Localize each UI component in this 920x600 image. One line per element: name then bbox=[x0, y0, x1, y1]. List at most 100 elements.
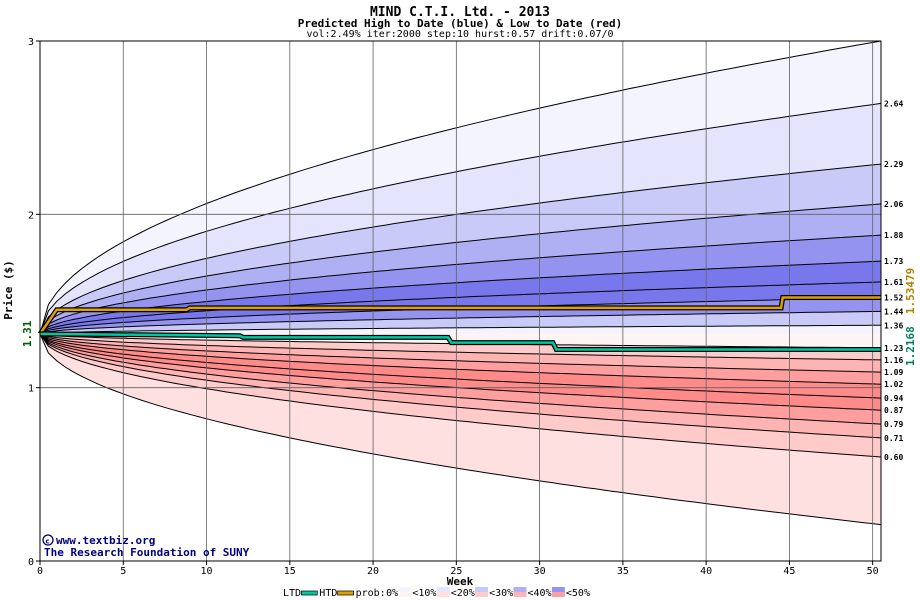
curve-end-label: 1.16 bbox=[884, 356, 903, 365]
red-band bbox=[40, 333, 881, 425]
curve-end-label: 1.02 bbox=[884, 380, 903, 389]
legend-swatch-red bbox=[398, 592, 412, 597]
curve-end-label: 1.61 bbox=[884, 278, 903, 287]
y-axis-ticks: 0 1 2 3 bbox=[28, 37, 40, 568]
lower-percentile-line bbox=[39, 333, 882, 399]
chart-params: vol:2.49% iter:2000 step:10 hurst:0.57 d… bbox=[306, 29, 613, 40]
red-band bbox=[40, 333, 881, 385]
lower-percentile-line bbox=[39, 333, 882, 373]
y-tick-label: 3 bbox=[28, 37, 34, 48]
y-axis-label: Price ($) bbox=[2, 260, 15, 320]
red-band bbox=[40, 333, 881, 438]
lower-percentile-line bbox=[39, 333, 882, 439]
x-tick-label: 5 bbox=[120, 566, 126, 577]
legend-swatch-red bbox=[475, 592, 489, 597]
blue-band bbox=[40, 261, 881, 334]
grid bbox=[40, 41, 881, 561]
legend-prob-item: <40% bbox=[528, 588, 552, 599]
lower-percentile-line bbox=[39, 333, 882, 361]
upper-percentile-line bbox=[39, 281, 882, 335]
curve-end-label: 0.94 bbox=[884, 394, 903, 403]
x-tick-label: 35 bbox=[617, 566, 629, 577]
curve-end-label: 0.60 bbox=[884, 453, 903, 462]
legend-swatch-red bbox=[436, 592, 450, 597]
red-band bbox=[40, 333, 881, 411]
y-tick-label: 1 bbox=[28, 384, 34, 395]
x-tick-label: 10 bbox=[201, 566, 213, 577]
legend-prob-item: <20% bbox=[451, 588, 475, 599]
upper-percentile-line bbox=[39, 203, 882, 335]
legend-swatch-red bbox=[551, 592, 565, 597]
blue-band bbox=[40, 103, 881, 334]
below-band bbox=[40, 333, 881, 561]
red-band bbox=[40, 333, 881, 457]
x-tick-label: 25 bbox=[450, 566, 462, 577]
legend-swatch-blue bbox=[398, 587, 412, 592]
legend-prob-item: 0% bbox=[386, 588, 398, 599]
curve-end-label: 0.87 bbox=[884, 406, 903, 415]
htd-value-label: 1.53479 bbox=[904, 268, 917, 314]
credit: c www.textbiz.org The Research Foundatio… bbox=[42, 534, 250, 559]
legend-htd-label: HTD bbox=[319, 588, 337, 599]
legend: LTD HTD prob: 0% <10% <20% <30% <40% <50% bbox=[283, 587, 590, 599]
upper-percentile-line bbox=[39, 310, 882, 335]
chart-title: MIND C.T.I. Ltd. - 2013 bbox=[370, 5, 550, 20]
curve-end-label: 2.64 bbox=[884, 99, 903, 108]
upper-percentile-line bbox=[39, 324, 881, 335]
legend-swatch-blue bbox=[436, 587, 450, 592]
legend-ltd-swatch bbox=[300, 590, 318, 596]
to-date-lines bbox=[37, 295, 881, 352]
red-band bbox=[40, 333, 881, 373]
red-band bbox=[40, 333, 881, 360]
curve-end-label: 2.29 bbox=[884, 160, 903, 169]
probability-bands bbox=[40, 41, 881, 561]
legend-prob-item: <10% bbox=[412, 588, 436, 599]
blue-band bbox=[40, 164, 881, 334]
legend-htd-swatch bbox=[337, 590, 354, 596]
htd-line bbox=[38, 296, 881, 335]
red-band bbox=[40, 333, 881, 399]
curve-end-label: 0.71 bbox=[884, 434, 903, 443]
curve-end-label: 0.79 bbox=[884, 420, 903, 429]
y-tick-label: 0 bbox=[28, 557, 34, 568]
curve-end-label: 1.73 bbox=[884, 257, 903, 266]
curve-end-label: 1.88 bbox=[884, 231, 903, 240]
legend-swatch-blue bbox=[475, 587, 489, 592]
x-axis-label: Week bbox=[447, 575, 474, 588]
copyright-icon bbox=[42, 534, 54, 546]
legend-ltd-label: LTD bbox=[283, 588, 301, 599]
upper-percentile-line bbox=[39, 234, 882, 335]
blue-band bbox=[40, 203, 881, 334]
curve-end-label: 1.09 bbox=[884, 368, 903, 377]
x-tick-label: 20 bbox=[367, 566, 379, 577]
ltd-value-label: 1.2168 bbox=[904, 326, 917, 366]
blue-band bbox=[40, 41, 881, 334]
blue-band bbox=[40, 311, 881, 334]
y-tick-label: 2 bbox=[28, 210, 34, 221]
legend-prob-item: <30% bbox=[489, 588, 513, 599]
start-price-label: 1.31 bbox=[21, 320, 34, 347]
lower-percentile-line bbox=[39, 333, 882, 425]
blue-band bbox=[40, 325, 881, 334]
curve-end-label: 2.06 bbox=[884, 200, 903, 209]
upper-percentile-line bbox=[39, 163, 882, 335]
x-axis-ticks: 0 5 10 15 20 25 30 35 40 45 50 bbox=[37, 561, 879, 577]
legend-swatch-red bbox=[513, 592, 527, 597]
curve-end-labels: 2.64 2.29 2.06 1.88 1.73 1.61 1.52 1.44 1.36 1.23… bbox=[884, 99, 903, 462]
blue-band bbox=[40, 235, 881, 334]
red-band bbox=[40, 333, 881, 525]
legend-prob-prefix: prob: bbox=[356, 588, 386, 599]
lower-percentile-line bbox=[39, 333, 882, 526]
lower-percentile-line bbox=[39, 333, 882, 385]
legend-prob-item: <50% bbox=[566, 588, 590, 599]
curve-end-label: 1.36 bbox=[884, 321, 903, 330]
curve-end-label: 1.23 bbox=[884, 344, 903, 353]
lower-percentile-line bbox=[39, 333, 882, 458]
legend-swatch-blue bbox=[513, 587, 527, 592]
x-tick-label: 0 bbox=[37, 566, 43, 577]
copyright-c-glyph: c bbox=[46, 538, 50, 546]
x-tick-label: 40 bbox=[700, 566, 712, 577]
upper-percentile-line bbox=[39, 260, 882, 335]
credit-url: www.textbiz.org bbox=[56, 534, 155, 547]
